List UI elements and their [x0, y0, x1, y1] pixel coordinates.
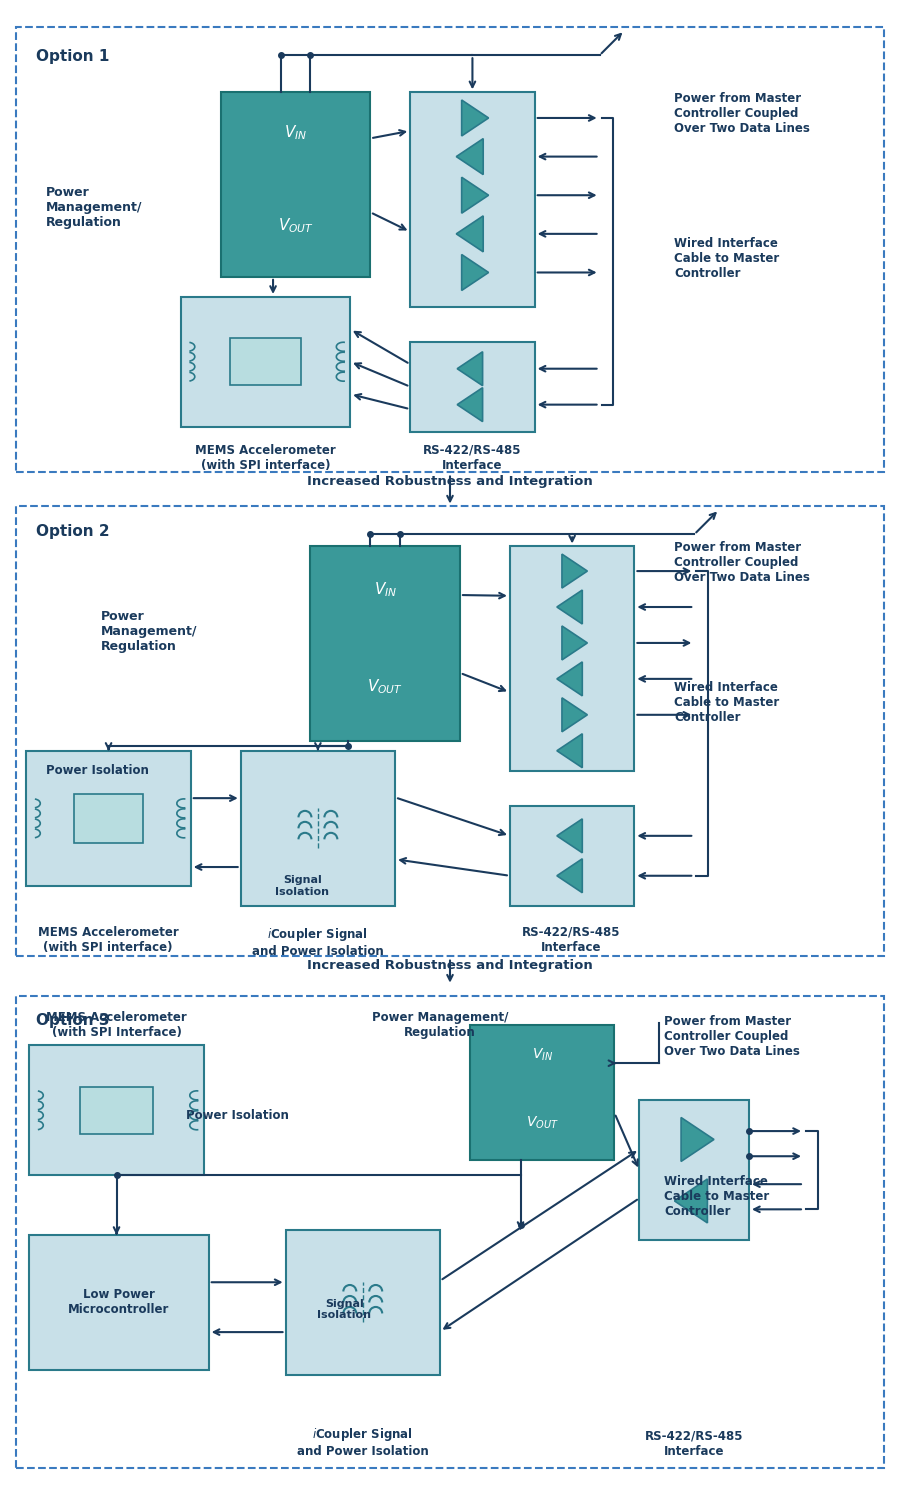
Polygon shape: [462, 255, 489, 291]
Text: Option 3: Option 3: [36, 1014, 110, 1029]
Text: MEMS Accelerometer
(with SPI interface): MEMS Accelerometer (with SPI interface): [38, 926, 178, 954]
Polygon shape: [557, 734, 582, 768]
Bar: [509, 807, 634, 905]
Text: MEMS Accelerometer
(with SPI Interface): MEMS Accelerometer (with SPI Interface): [46, 1011, 187, 1039]
Bar: [285, 1230, 440, 1375]
Bar: [16, 27, 884, 471]
Bar: [16, 507, 884, 956]
Text: RS-422/RS-485
Interface: RS-422/RS-485 Interface: [423, 443, 521, 471]
Text: $i$Coupler Signal
and Power Isolation: $i$Coupler Signal and Power Isolation: [297, 1425, 428, 1458]
Text: Power from Master
Controller Coupled
Over Two Data Lines: Power from Master Controller Coupled Ove…: [674, 541, 810, 584]
Text: Power from Master
Controller Coupled
Over Two Data Lines: Power from Master Controller Coupled Ove…: [674, 92, 810, 136]
Bar: [410, 341, 535, 431]
Polygon shape: [456, 139, 483, 174]
Polygon shape: [457, 352, 482, 386]
Text: $V_{OUT}$: $V_{OUT}$: [367, 677, 403, 696]
Text: Option 1: Option 1: [36, 49, 110, 64]
Bar: [16, 996, 884, 1467]
Polygon shape: [681, 1118, 714, 1161]
Text: Wired Interface
Cable to Master
Controller: Wired Interface Cable to Master Controll…: [664, 1175, 770, 1218]
Text: $i$Coupler Signal
and Power Isolation: $i$Coupler Signal and Power Isolation: [251, 926, 383, 957]
Text: Low Power
Microcontroller: Low Power Microcontroller: [68, 1288, 170, 1317]
Polygon shape: [462, 100, 489, 136]
Bar: [220, 92, 370, 277]
Bar: [181, 297, 350, 426]
Bar: [470, 1026, 615, 1160]
Polygon shape: [562, 626, 588, 661]
Text: $V_{IN}$: $V_{IN}$: [532, 1047, 553, 1063]
Text: Wired Interface
Cable to Master
Controller: Wired Interface Cable to Master Controll…: [674, 681, 779, 725]
Bar: [509, 546, 634, 771]
Bar: [410, 92, 535, 307]
Text: $V_{IN}$: $V_{IN}$: [284, 124, 307, 142]
Polygon shape: [456, 216, 483, 252]
Polygon shape: [557, 859, 582, 893]
Text: RS-422/RS-485
Interface: RS-422/RS-485 Interface: [522, 926, 621, 954]
Text: Signal
Isolation: Signal Isolation: [317, 1299, 371, 1321]
Text: Signal
Isolation: Signal Isolation: [275, 875, 329, 896]
Text: Increased Robustness and Integration: Increased Robustness and Integration: [307, 476, 593, 488]
Polygon shape: [557, 590, 582, 623]
Text: $V_{OUT}$: $V_{OUT}$: [277, 216, 313, 234]
Bar: [240, 751, 395, 905]
Text: Power
Management/
Regulation: Power Management/ Regulation: [46, 185, 143, 228]
Bar: [30, 1045, 203, 1175]
Text: Power Isolation: Power Isolation: [185, 1109, 289, 1121]
Bar: [639, 1100, 749, 1241]
Text: Power from Master
Controller Coupled
Over Two Data Lines: Power from Master Controller Coupled Ove…: [664, 1015, 800, 1059]
Polygon shape: [557, 819, 582, 853]
Polygon shape: [674, 1179, 707, 1223]
Text: RS-422/RS-485
Interface: RS-422/RS-485 Interface: [645, 1430, 743, 1458]
Polygon shape: [562, 698, 588, 732]
Text: MEMS Accelerometer
(with SPI interface): MEMS Accelerometer (with SPI interface): [195, 443, 336, 471]
Text: $V_{IN}$: $V_{IN}$: [374, 580, 397, 598]
Text: Power Isolation: Power Isolation: [46, 765, 149, 777]
Bar: [310, 546, 460, 741]
Bar: [30, 1235, 209, 1370]
Polygon shape: [557, 662, 582, 696]
Polygon shape: [462, 177, 489, 213]
Bar: [26, 751, 191, 886]
Text: Increased Robustness and Integration: Increased Robustness and Integration: [307, 959, 593, 972]
Text: Power Management/
Regulation: Power Management/ Regulation: [372, 1011, 508, 1039]
Bar: [80, 1087, 153, 1133]
Text: Power
Management/
Regulation: Power Management/ Regulation: [101, 610, 198, 653]
Text: $V_{OUT}$: $V_{OUT}$: [526, 1114, 559, 1130]
Bar: [74, 795, 143, 842]
Text: Wired Interface
Cable to Master
Controller: Wired Interface Cable to Master Controll…: [674, 237, 779, 280]
Polygon shape: [562, 555, 588, 587]
Polygon shape: [457, 388, 482, 422]
Text: Option 2: Option 2: [36, 525, 110, 540]
Bar: [230, 338, 302, 385]
